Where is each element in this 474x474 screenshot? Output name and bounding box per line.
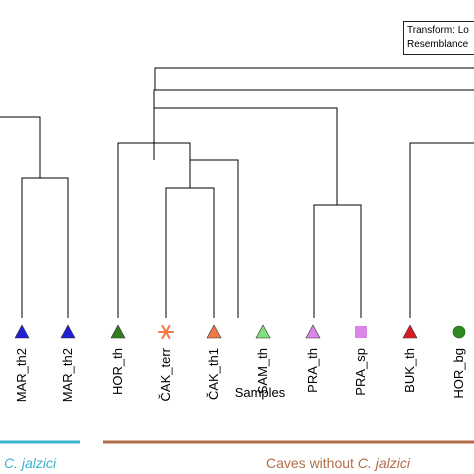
- leaf-labels: MAR_th2 MAR_th2 HOR_th ČAK_terr ČAK_th1 SAM_t…: [14, 347, 466, 402]
- group-label-right: Caves without C. jalzici: [266, 455, 410, 471]
- group-label-left-species: C. jalzici: [4, 455, 57, 471]
- dendrogram-branch: [189, 159, 239, 318]
- leaf-marker-triangle: [60, 324, 76, 339]
- group-label-right-prefix: Caves without: [266, 455, 358, 471]
- dendrogram-branch: [165, 187, 215, 318]
- dendrogram-branches: [0, 67, 474, 318]
- leaf-marker-asterisk: [158, 324, 174, 340]
- group-label-right-species: C. jalzici: [357, 455, 410, 471]
- legend-line-resemblance: Resemblance: [407, 39, 469, 50]
- dendrogram-branch: [0, 116, 41, 178]
- dendrogram-branch: [409, 142, 474, 318]
- leaf-marker-triangle: [110, 324, 126, 339]
- leaf-label: PRA_sp: [353, 348, 368, 396]
- dendrogram-branch: [117, 142, 191, 318]
- dendrogram-branch: [153, 89, 474, 108]
- dendrogram-branch: [153, 107, 338, 205]
- x-axis-label: Samples: [234, 385, 286, 400]
- legend-box: Transform: Lo Resemblance: [403, 21, 474, 55]
- group-label-left: C. jalzici: [4, 455, 56, 471]
- leaf-marker-triangle: [14, 324, 30, 339]
- leaf-marker-triangle: [402, 324, 418, 339]
- leaf-label: SAM_th: [255, 348, 270, 394]
- leaf-label: PRA_th: [305, 348, 320, 393]
- legend-line-transform: Transform: Lo: [407, 25, 469, 36]
- dendrogram-branch: [313, 204, 362, 318]
- leaf-label: HOR_bg: [451, 348, 466, 399]
- leaf-marker-triangle: [206, 324, 222, 339]
- leaf-label: HOR_th: [110, 348, 125, 395]
- dendrogram-branch: [154, 67, 474, 90]
- leaf-marker-circle: [452, 325, 466, 339]
- leaf-label: BUK_th: [402, 348, 417, 393]
- leaf-marker-triangle: [255, 324, 271, 339]
- leaf-marker-triangle: [305, 324, 321, 339]
- leaf-label: ČAK_th1: [206, 348, 221, 400]
- leaf-label: ČAK_terr: [158, 347, 173, 401]
- leaf-label: MAR_th2: [14, 348, 29, 402]
- leaf-marker-square: [355, 326, 367, 338]
- leaf-markers: [14, 324, 466, 340]
- leaf-label: MAR_th2: [60, 348, 75, 402]
- dendrogram-branch: [21, 177, 69, 318]
